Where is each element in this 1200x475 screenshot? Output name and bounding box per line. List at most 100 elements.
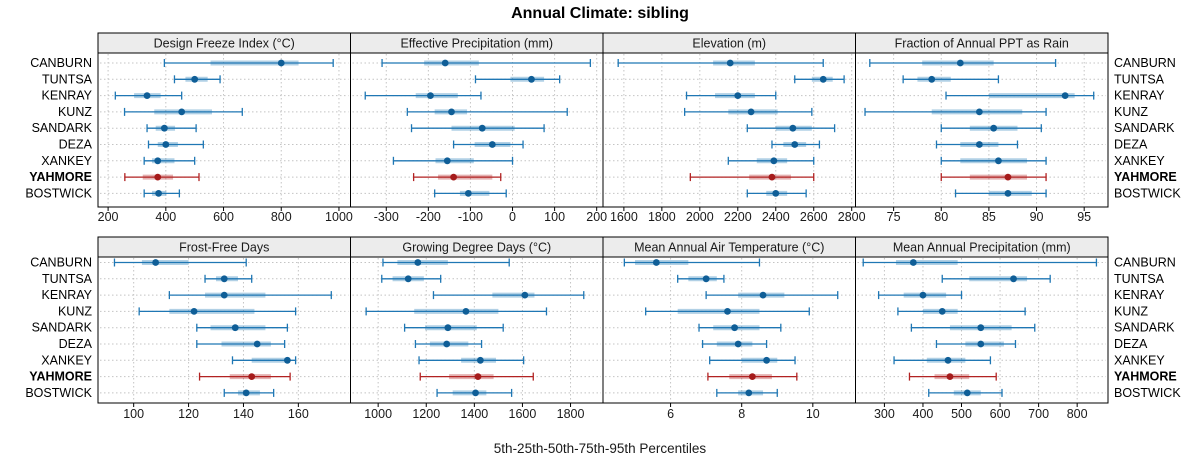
x-tick-label: 0: [509, 210, 516, 224]
x-tick-label: 1000: [364, 407, 392, 421]
x-tick-label: 600: [990, 407, 1011, 421]
x-tick-label: 200: [586, 210, 607, 224]
station-label-right: KENRAY: [1114, 89, 1165, 103]
station-label-left: BOSTWICK: [25, 386, 92, 400]
x-tick-label: 2400: [762, 210, 790, 224]
median-dot: [928, 75, 936, 83]
x-tick-label: 400: [913, 407, 934, 421]
x-tick-label: 300: [874, 407, 895, 421]
x-tick-label: 1600: [509, 407, 537, 421]
station-label-right: XANKEY: [1114, 154, 1165, 168]
median-dot: [464, 190, 472, 197]
station-label-right: XANKEY: [1114, 353, 1165, 367]
median-dot: [472, 389, 479, 397]
median-dot: [462, 308, 470, 315]
median-dot: [253, 340, 261, 348]
median-dot: [152, 259, 160, 266]
median-dot: [155, 190, 163, 197]
median-dot: [414, 259, 422, 266]
median-dot: [450, 173, 458, 181]
median-dot: [190, 308, 198, 315]
x-tick-label: 1400: [460, 407, 488, 421]
station-label-right: DEZA: [1114, 138, 1148, 152]
median-dot: [977, 324, 985, 332]
x-tick-label: 400: [155, 210, 176, 224]
x-tick-label: 2000: [686, 210, 714, 224]
median-dot: [248, 373, 256, 380]
station-label-right: CANBURN: [1114, 256, 1176, 270]
median-dot: [772, 190, 780, 197]
station-label-right: CANBURN: [1114, 56, 1176, 70]
panel-strip: [855, 236, 1109, 258]
station-label-left: KUNZ: [58, 105, 92, 119]
station-label-right: TUNTSA: [1114, 72, 1165, 86]
median-dot: [975, 141, 983, 148]
x-tick-label: 6: [667, 407, 674, 421]
median-dot: [427, 92, 434, 99]
x-tick-label: 2600: [800, 210, 828, 224]
x-tick-label: 700: [1028, 407, 1049, 421]
x-tick-label: 100: [123, 407, 144, 421]
median-dot: [154, 173, 162, 181]
median-dot: [990, 124, 998, 132]
median-dot: [521, 291, 529, 299]
station-label-left: SANDARK: [32, 121, 93, 135]
median-dot: [160, 124, 168, 132]
x-tick-label: 600: [213, 210, 234, 224]
panel-title: Effective Precipitation (mm): [400, 37, 553, 51]
median-dot: [748, 373, 756, 380]
x-tick-label: 1000: [325, 210, 353, 224]
station-label-left: TUNTSA: [42, 72, 93, 86]
median-dot: [277, 59, 285, 67]
median-dot: [478, 124, 486, 132]
panel-title: Elevation (m): [692, 37, 766, 51]
median-dot: [443, 157, 451, 165]
median-dot: [1004, 173, 1012, 181]
median-dot: [938, 308, 946, 315]
median-dot: [1010, 275, 1017, 283]
panel-title: Frost-Free Days: [179, 241, 269, 255]
station-label-left: DEZA: [59, 337, 93, 351]
median-dot: [963, 389, 971, 397]
x-tick-label: -100: [458, 210, 483, 224]
median-dot: [178, 108, 186, 116]
station-label-right: SANDARK: [1114, 121, 1175, 135]
station-label-left: YAHMORE: [29, 370, 92, 384]
x-tick-label: 1600: [610, 210, 638, 224]
median-dot: [731, 324, 738, 332]
station-label-right: KUNZ: [1114, 105, 1148, 119]
panel-title: Fraction of Annual PPT as Rain: [895, 37, 1069, 51]
station-label-left: CANBURN: [30, 56, 92, 70]
x-tick-label: 140: [233, 407, 254, 421]
median-dot: [143, 92, 151, 99]
station-label-left: KUNZ: [58, 304, 92, 318]
station-label-left: XANKEY: [41, 154, 92, 168]
x-tick-label: -200: [416, 210, 441, 224]
median-dot: [977, 340, 985, 348]
x-tick-label: 160: [288, 407, 309, 421]
median-dot: [919, 291, 927, 299]
median-dot: [1061, 92, 1069, 99]
median-dot: [448, 108, 455, 116]
x-tick-label: 1800: [648, 210, 676, 224]
median-dot: [652, 259, 660, 266]
panel-strip: [855, 32, 1109, 54]
station-label-right: YAHMORE: [1114, 370, 1177, 384]
x-tick-label: 75: [887, 210, 901, 224]
station-label-left: DEZA: [59, 138, 93, 152]
median-dot: [1004, 190, 1012, 197]
x-tick-label: 120: [178, 407, 199, 421]
x-tick-label: 500: [951, 407, 972, 421]
median-dot: [944, 356, 952, 364]
station-label-left: CANBURN: [30, 256, 92, 270]
x-tick-label: 2200: [724, 210, 752, 224]
median-dot: [946, 373, 954, 380]
station-label-left: KENRAY: [42, 288, 93, 302]
median-dot: [759, 291, 767, 299]
x-tick-label: 1200: [412, 407, 440, 421]
panel-title: Growing Degree Days (°C): [402, 241, 551, 255]
station-label-right: KUNZ: [1114, 304, 1148, 318]
x-tick-label: -300: [374, 210, 399, 224]
